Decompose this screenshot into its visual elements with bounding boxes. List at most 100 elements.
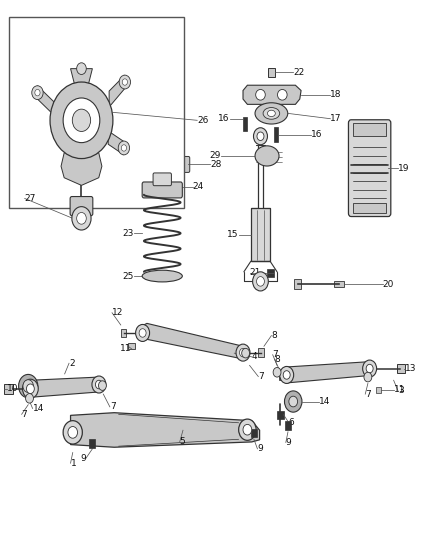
Circle shape [242,349,250,358]
Circle shape [239,419,256,440]
Circle shape [77,213,86,224]
Circle shape [72,109,91,132]
Bar [285,421,291,430]
Circle shape [118,141,130,155]
Circle shape [280,367,293,383]
Circle shape [32,86,43,100]
Bar [353,123,386,136]
Text: 28: 28 [210,160,222,169]
Text: 16: 16 [311,130,322,139]
Text: 17: 17 [330,114,342,123]
Circle shape [23,379,33,392]
Bar [10,17,184,208]
Polygon shape [61,153,102,185]
Bar [268,68,275,77]
Text: 20: 20 [383,279,394,288]
Bar [274,127,278,142]
Text: 7: 7 [258,372,264,381]
Text: 14: 14 [319,397,331,406]
Text: 8: 8 [275,354,280,364]
Polygon shape [143,324,248,359]
Text: 4: 4 [252,352,258,361]
Bar [121,329,126,337]
Text: 11: 11 [394,385,405,394]
Bar [4,384,13,393]
Circle shape [254,128,268,145]
Circle shape [240,349,247,357]
Circle shape [273,368,281,377]
Text: 7: 7 [365,390,371,399]
Text: 27: 27 [25,194,36,203]
Ellipse shape [255,103,288,124]
Text: 2: 2 [69,359,74,368]
Bar [251,208,270,261]
Text: 18: 18 [330,90,342,99]
Bar [376,386,381,393]
Ellipse shape [268,110,276,117]
Bar [294,279,301,289]
Circle shape [92,376,106,393]
Text: 3: 3 [398,386,404,395]
Text: 29: 29 [210,151,221,160]
Text: 7: 7 [273,350,279,359]
Circle shape [289,396,297,407]
Bar [334,281,344,287]
Text: 9: 9 [80,454,86,463]
Bar [243,117,247,132]
Text: 19: 19 [398,164,410,173]
Circle shape [243,424,252,435]
Text: 13: 13 [405,364,416,373]
Bar [279,370,287,379]
Text: 16: 16 [219,114,230,123]
Circle shape [72,207,91,230]
Polygon shape [287,362,370,383]
Bar [251,429,257,437]
Bar [89,439,95,448]
Text: 25: 25 [123,272,134,280]
Text: 11: 11 [120,344,132,353]
Polygon shape [109,75,125,107]
Circle shape [257,277,265,286]
Text: 15: 15 [227,230,239,239]
Bar [128,343,135,350]
Polygon shape [108,131,124,155]
Bar [277,410,284,419]
Polygon shape [71,413,260,447]
Text: 23: 23 [123,229,134,238]
Circle shape [63,421,82,444]
Text: 26: 26 [197,116,208,125]
Circle shape [236,344,250,361]
Circle shape [77,63,86,75]
Circle shape [121,145,127,151]
Circle shape [363,360,377,377]
FancyBboxPatch shape [170,157,190,172]
Text: 21: 21 [250,269,261,277]
Ellipse shape [142,270,182,282]
Circle shape [63,98,100,143]
Ellipse shape [263,108,280,119]
Polygon shape [71,69,92,86]
FancyBboxPatch shape [153,173,171,185]
Bar [258,349,265,357]
Circle shape [35,90,40,96]
Ellipse shape [256,90,265,100]
FancyBboxPatch shape [142,182,182,198]
Circle shape [99,381,106,390]
Polygon shape [30,377,99,397]
Circle shape [364,372,372,382]
Circle shape [283,370,290,379]
Circle shape [257,132,264,141]
Circle shape [366,365,373,373]
Text: 5: 5 [180,438,185,447]
Bar [267,269,274,277]
Circle shape [119,75,131,89]
Text: 12: 12 [112,308,124,317]
Circle shape [122,79,127,85]
Ellipse shape [278,90,287,100]
Circle shape [50,82,113,159]
Polygon shape [243,85,301,104]
Circle shape [136,325,150,342]
Text: 9: 9 [258,445,263,454]
Circle shape [18,374,38,398]
Text: 24: 24 [193,182,204,191]
